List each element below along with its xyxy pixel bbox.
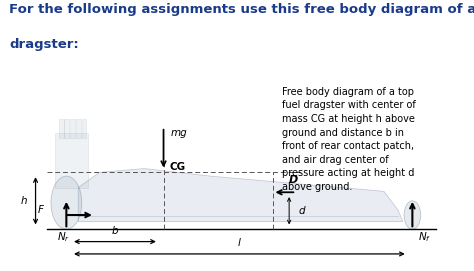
FancyBboxPatch shape xyxy=(55,134,88,189)
FancyBboxPatch shape xyxy=(59,119,64,138)
Text: For the following assignments use this free body diagram of a top fuel: For the following assignments use this f… xyxy=(9,3,474,16)
FancyBboxPatch shape xyxy=(70,119,75,138)
Text: d: d xyxy=(299,206,305,216)
Text: F: F xyxy=(37,205,43,215)
Ellipse shape xyxy=(404,201,421,229)
FancyBboxPatch shape xyxy=(64,119,69,138)
FancyBboxPatch shape xyxy=(82,119,86,138)
Text: dragster:: dragster: xyxy=(9,38,79,51)
Text: l: l xyxy=(238,238,241,248)
Text: $N_r$: $N_r$ xyxy=(57,231,71,244)
Text: Free body diagram of a top
fuel dragster with center of
mass CG at height h abov: Free body diagram of a top fuel dragster… xyxy=(282,87,416,192)
Text: $N_f$: $N_f$ xyxy=(418,231,431,244)
FancyBboxPatch shape xyxy=(76,119,81,138)
Polygon shape xyxy=(78,169,403,222)
Text: mg: mg xyxy=(171,128,187,138)
Text: CG: CG xyxy=(169,162,185,172)
Text: h: h xyxy=(20,196,27,206)
Text: b: b xyxy=(112,226,118,236)
Text: D: D xyxy=(289,175,299,185)
Ellipse shape xyxy=(51,176,82,229)
